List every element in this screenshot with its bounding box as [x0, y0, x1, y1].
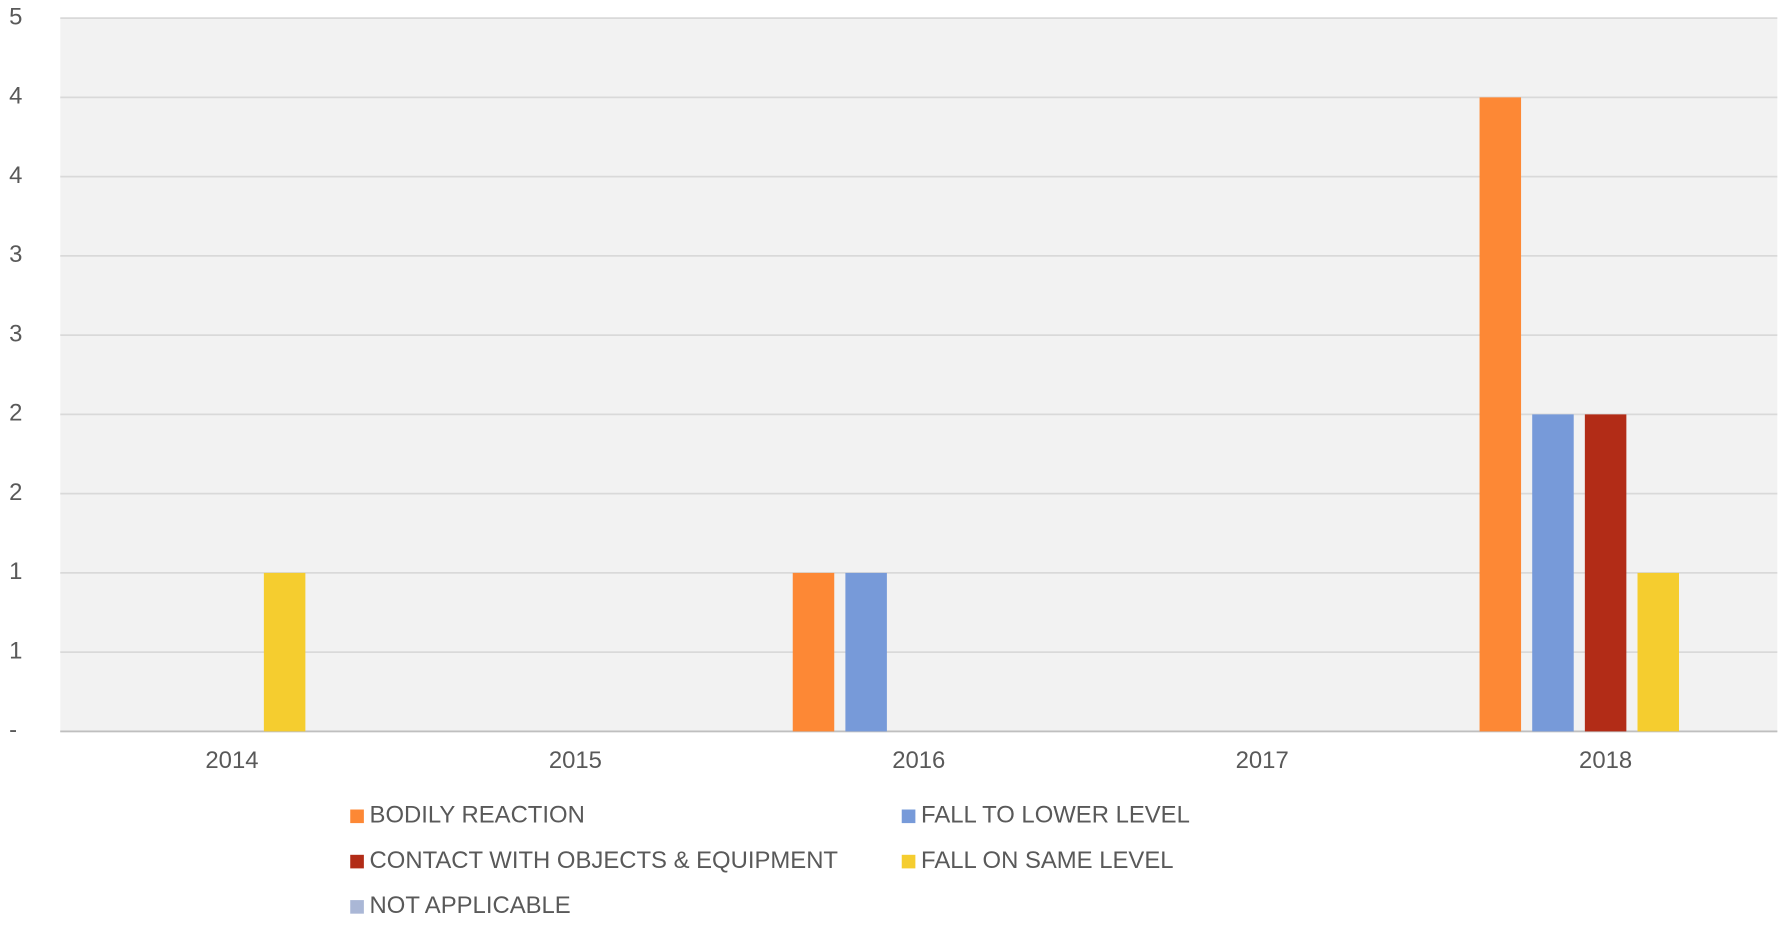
- x-tick-label: 2018: [1579, 747, 1632, 774]
- y-tick-label: 4: [9, 162, 22, 189]
- x-tick-label: 2017: [1236, 747, 1289, 774]
- legend-label: NOT APPLICABLE: [370, 892, 571, 919]
- legend-label: FALL ON SAME LEVEL: [921, 847, 1173, 874]
- legend-swatch: [350, 854, 364, 869]
- y-tick-label: 5: [9, 3, 22, 30]
- y-tick-label: 1: [9, 637, 22, 664]
- y-tick-label: -: [9, 717, 17, 744]
- x-tick-label: 2014: [205, 747, 258, 774]
- legend-label: BODILY REACTION: [370, 802, 585, 829]
- x-tick-label: 2015: [549, 747, 602, 774]
- legend-swatch: [901, 809, 916, 824]
- bar: [1479, 97, 1522, 732]
- legend-label: CONTACT WITH OBJECTS & EQUIPMENT: [370, 847, 838, 874]
- legend-label: FALL TO LOWER LEVEL: [921, 802, 1190, 829]
- y-tick-label: 4: [9, 83, 22, 110]
- bar: [1532, 414, 1574, 732]
- bar: [792, 572, 835, 732]
- legend-swatch: [350, 900, 364, 914]
- y-tick-label: 3: [9, 241, 22, 268]
- legend-swatch: [901, 854, 916, 869]
- y-tick-label: 2: [9, 400, 22, 427]
- legend-swatch: [350, 809, 364, 824]
- x-tick-label: 2016: [892, 747, 945, 774]
- y-tick-label: 2: [9, 479, 22, 506]
- bar: [845, 572, 887, 732]
- bar: [1584, 414, 1627, 732]
- bar: [1637, 572, 1680, 732]
- y-tick-label: 3: [9, 320, 22, 347]
- y-tick-label: 1: [9, 558, 22, 585]
- bar: [263, 572, 306, 732]
